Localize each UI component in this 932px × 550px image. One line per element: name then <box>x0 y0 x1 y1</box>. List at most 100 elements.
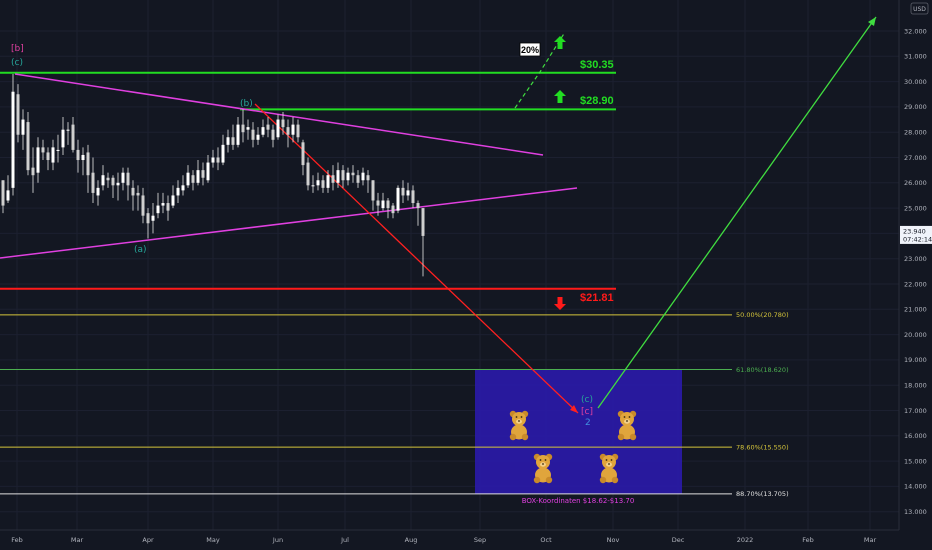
candle-body <box>1 180 5 206</box>
candle-body <box>36 147 40 173</box>
candle-body <box>291 124 295 135</box>
candle-body <box>346 172 350 181</box>
candle-body <box>31 167 35 176</box>
candle-body <box>66 129 70 131</box>
candle-body <box>326 175 330 188</box>
price-tick-label: 31.000 <box>904 53 927 61</box>
bearish-arrow-head <box>570 405 578 413</box>
fib-level-label: 88.70%(13.705) <box>736 490 789 498</box>
candle-body <box>266 124 270 130</box>
level-label-30-35: $30.35 <box>580 59 614 71</box>
teddy-bear-icon <box>599 453 619 484</box>
candle-body <box>156 205 160 214</box>
price-tick-label: 25.000 <box>904 204 927 212</box>
teddy-bear-icon <box>533 453 553 484</box>
candle-body <box>41 147 45 153</box>
candle-body <box>76 149 80 161</box>
candle-body <box>366 175 370 181</box>
level-label-28-90: $28.90 <box>580 95 614 107</box>
price-tick-label: 13.000 <box>904 508 927 516</box>
candle-body <box>416 203 420 209</box>
candle-body <box>86 152 90 176</box>
candle-body <box>141 195 145 216</box>
time-tick-label: Apr <box>142 536 154 544</box>
time-tick-label: Mar <box>71 536 84 544</box>
candle-body <box>251 129 255 140</box>
price-tick-label: 18.000 <box>904 382 927 390</box>
price-tick-label: 26.000 <box>904 179 927 187</box>
candle-body <box>221 144 225 163</box>
wave-label: (c) <box>581 395 593 405</box>
candle-body <box>101 175 105 186</box>
candle-body <box>176 187 180 196</box>
candle-body <box>331 175 335 183</box>
candle-body <box>191 175 195 183</box>
candle-body <box>216 157 220 163</box>
time-tick-label: Nov <box>607 536 620 544</box>
candle-body <box>226 137 230 145</box>
price-tick-label: 19.000 <box>904 356 927 364</box>
current-price-value: 23.940 <box>903 227 926 235</box>
price-tick-label: 17.000 <box>904 407 927 415</box>
candle-body <box>316 180 320 186</box>
candle-body <box>46 152 50 161</box>
candle-body <box>301 142 305 166</box>
down-arrow-icon <box>554 297 566 310</box>
candle-body <box>11 91 15 188</box>
candle-body <box>81 154 85 161</box>
candle-body <box>126 172 130 186</box>
up-arrow-icon <box>554 36 566 49</box>
time-tick-label: Aug <box>405 536 418 544</box>
candle-body <box>96 187 100 196</box>
candle-body <box>286 127 290 135</box>
candle-body <box>21 119 25 135</box>
candle-body <box>106 177 110 181</box>
candle-body <box>71 124 75 150</box>
current-price-tag <box>900 225 932 244</box>
bearish-projection-arrow <box>254 103 579 414</box>
candle-body <box>171 195 175 206</box>
candle-body <box>121 172 125 183</box>
candle-body <box>356 175 360 183</box>
candle-body <box>146 213 150 224</box>
candle-body <box>116 182 120 186</box>
candle-body <box>306 162 310 186</box>
candle-body <box>401 187 405 196</box>
candle-body <box>271 129 275 140</box>
price-tick-label: 30.000 <box>904 78 927 86</box>
candle-body <box>276 119 280 138</box>
candle-body <box>51 147 55 163</box>
candle-body <box>166 203 170 211</box>
candle-body <box>341 170 345 181</box>
currency-badge <box>910 2 929 15</box>
wave-label: (c) <box>11 58 23 68</box>
candle-body <box>361 172 365 181</box>
candle-body <box>391 205 395 214</box>
candle-body <box>311 185 315 187</box>
bullish-projection-arrow <box>597 16 877 409</box>
candlestick-series <box>1 74 425 277</box>
candle-body <box>151 215 155 221</box>
candle-body <box>376 200 380 206</box>
candle-body <box>196 170 200 183</box>
candle-body <box>261 127 265 135</box>
candle-body <box>351 172 355 176</box>
wave-label: [b] <box>11 44 24 54</box>
candle-body <box>91 172 95 193</box>
price-tick-label: 20.000 <box>904 331 927 339</box>
candle-body <box>161 203 165 206</box>
candle-body <box>111 177 115 186</box>
fib-level-label: 50.00%(20.780) <box>736 311 789 319</box>
price-tick-label: 28.000 <box>904 129 927 137</box>
candle-body <box>371 180 375 201</box>
candle-body <box>421 208 425 236</box>
percent-label-box <box>519 42 541 57</box>
price-tick-label: 23.000 <box>904 255 927 263</box>
percent-label: 20% <box>521 45 539 55</box>
upper-trendline <box>14 73 544 156</box>
price-levels <box>0 71 616 290</box>
up-arrow-icon <box>554 90 566 103</box>
candle-body <box>26 122 30 171</box>
time-tick-label: 2022 <box>737 536 754 544</box>
